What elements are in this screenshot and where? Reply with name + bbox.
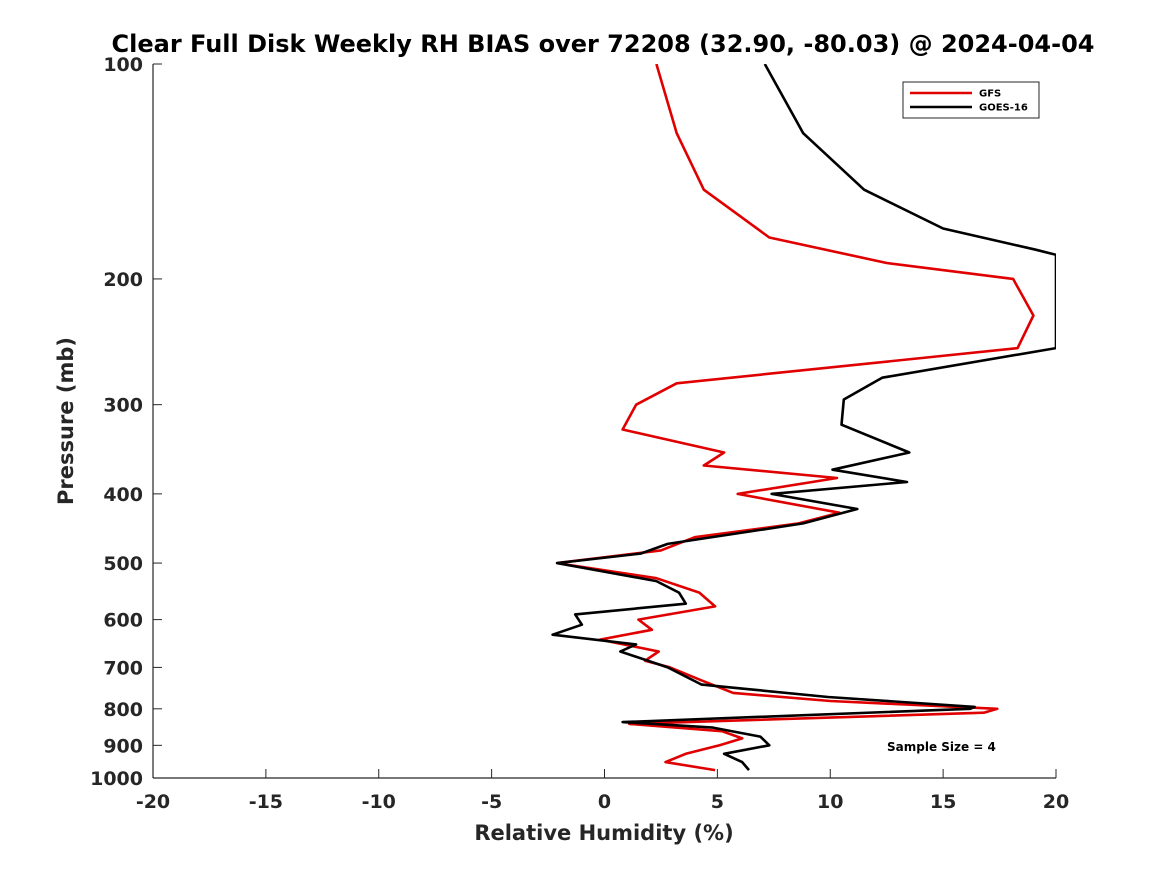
series-line-goes-16 (551, 64, 1056, 771)
y-tick-label: 500 (103, 553, 143, 575)
y-tick-label: 200 (103, 269, 143, 291)
y-tick-label: 1000 (90, 768, 143, 790)
x-tick-label: 15 (930, 791, 956, 813)
series-line-gfs (555, 64, 1035, 772)
y-tick-label: 300 (103, 395, 143, 417)
plot-axes (152, 64, 1056, 779)
y-axis-label: Pressure (mb) (54, 337, 78, 505)
x-axis-label: Relative Humidity (%) (474, 821, 733, 845)
y-tick-label: 400 (103, 484, 143, 506)
x-tick-label: -15 (249, 791, 283, 813)
y-tick-label: 900 (103, 735, 143, 757)
x-tick-label: -5 (481, 791, 502, 813)
x-tick-label: -20 (136, 791, 170, 813)
y-tick-label: 100 (103, 54, 143, 76)
y-tick-label: 700 (103, 657, 143, 679)
legend-label: GFS (979, 89, 1001, 100)
legend: GFS GOES-16 (902, 81, 1040, 119)
sample-size-annotation: Sample Size = 4 (887, 740, 996, 754)
x-tick-label: 5 (711, 791, 724, 813)
x-tick-label: 10 (817, 791, 843, 813)
legend-box (902, 81, 1040, 119)
x-tick-label: 0 (598, 791, 611, 813)
x-tick-label: 20 (1043, 791, 1069, 813)
chart-title: Clear Full Disk Weekly RH BIAS over 7220… (112, 30, 1095, 58)
legend-label: GOES-16 (979, 103, 1028, 114)
x-tick-label: -10 (362, 791, 396, 813)
y-tick-label: 800 (103, 699, 143, 721)
y-tick-label: 600 (103, 610, 143, 632)
